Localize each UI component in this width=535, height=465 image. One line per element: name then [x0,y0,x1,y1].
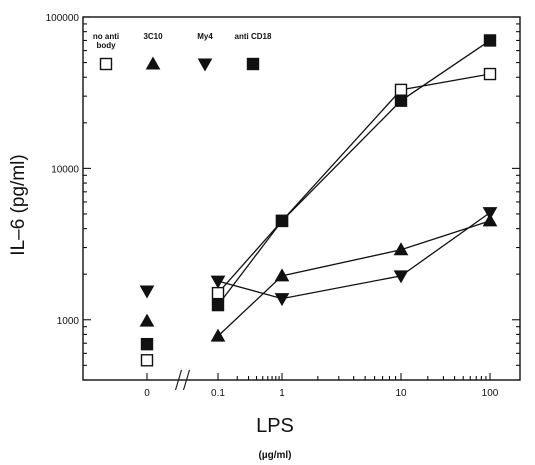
legend: no anti body 3C10 My4 anti CD18 [93,32,272,72]
legend-marker-no-anti-body [99,57,113,71]
x-tick-label: 10 [395,388,407,399]
series-line-anti-cd18 [217,39,491,306]
x-tick-label: 0.1 [211,388,225,399]
data-point-no-anti-body [140,354,154,367]
series-line-3c10 [217,220,491,337]
x-axis-label: LPS [256,415,294,437]
data-markers [139,34,498,367]
y-tick-label: 100000 [46,13,80,24]
data-point-no-anti-body [211,286,225,300]
data-point-anti-cd18 [211,298,225,312]
legend-label-3c10: 3C10 [143,32,163,41]
legend-label-no-anti-body: no anti body [93,32,119,50]
series-line-no-anti-body [217,73,491,294]
x-tick-label: 0 [144,388,150,399]
data-point-3c10 [393,242,409,256]
data-point-3c10 [210,328,226,342]
data-point-no-anti-body [483,67,497,81]
plot-frame [82,16,521,381]
x-axis-units: (µg/ml) [259,450,292,461]
data-point-anti-cd18 [275,214,289,228]
axes: 1000 10000 100000 0 0.1 1 10 100 [46,13,521,399]
x-tick-label: 100 [482,388,499,399]
y-axis-label: IL–6 (pg/ml) [8,154,29,255]
x-tick-label: 1 [279,388,285,399]
y-tick-label: 10000 [51,164,79,175]
legend-label-anti-cd18: anti CD18 [235,32,272,41]
series-lines [217,39,491,337]
legend-marker-anti-cd18 [246,57,260,71]
axis-break-mark [174,369,183,391]
series-line-my4 [217,212,491,300]
axis-break-mark [182,369,191,391]
data-point-3c10 [139,313,155,327]
data-point-anti-cd18 [483,34,497,47]
legend-marker-3c10 [145,56,161,70]
data-point-my4 [139,285,155,299]
data-point-3c10 [274,268,290,282]
data-point-my4 [482,207,498,221]
data-point-no-anti-body [394,83,408,97]
data-point-my4 [210,275,226,289]
data-point-anti-cd18 [140,337,154,351]
legend-marker-my4 [197,58,213,72]
data-point-my4 [393,270,409,284]
y-tick-label: 1000 [57,316,80,327]
data-point-anti-cd18 [394,94,408,107]
data-point-my4 [274,293,290,307]
legend-label-my4: My4 [197,32,213,41]
